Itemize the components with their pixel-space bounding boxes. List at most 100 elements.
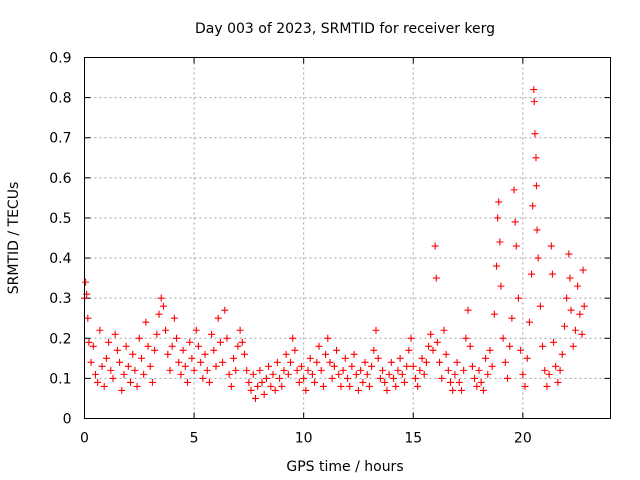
data-point-marker: [269, 370, 277, 378]
data-point-marker: [409, 362, 417, 370]
data-point-marker: [179, 346, 187, 354]
data-point-marker: [444, 366, 452, 374]
data-point-marker: [528, 270, 536, 278]
data-point-marker: [486, 346, 494, 354]
data-point-marker: [425, 342, 433, 350]
data-point-marker: [159, 302, 167, 310]
grid-lines: [84, 57, 611, 419]
data-point-marker: [287, 358, 295, 366]
data-point-marker: [129, 350, 137, 358]
data-point-marker: [462, 334, 470, 342]
data-point-marker: [396, 354, 404, 362]
data-point-marker: [517, 346, 525, 354]
data-point-marker: [531, 130, 539, 138]
data-point-marker: [328, 374, 336, 382]
y-tick-label: 0.5: [49, 211, 71, 227]
data-point-marker: [291, 346, 299, 354]
data-point-marker: [344, 374, 351, 382]
data-point-marker: [482, 354, 490, 362]
data-point-marker: [214, 314, 222, 322]
y-tick-label: 0.7: [49, 131, 71, 147]
data-point-marker: [554, 378, 562, 386]
data-point-marker: [181, 362, 189, 370]
data-point-marker: [514, 294, 522, 302]
data-point-marker: [464, 306, 472, 314]
data-point-marker: [140, 370, 148, 378]
data-point-marker: [394, 366, 402, 374]
data-point-marker: [363, 370, 371, 378]
data-point-marker: [192, 326, 200, 334]
data-point-marker: [203, 366, 211, 374]
data-point-marker: [238, 338, 246, 346]
data-point-marker: [221, 306, 229, 314]
data-point-marker: [455, 378, 463, 386]
data-point-marker: [398, 370, 406, 378]
data-point-marker: [372, 326, 380, 334]
y-tick-label: 0.2: [49, 331, 71, 347]
data-point-marker: [359, 378, 367, 386]
data-point-marker: [102, 354, 110, 362]
data-point-marker: [170, 314, 178, 322]
data-point-marker: [460, 366, 468, 374]
data-point-marker: [420, 370, 428, 378]
data-point-marker: [361, 358, 369, 366]
data-point-marker: [539, 342, 547, 350]
data-point-marker: [392, 382, 400, 390]
y-tick-label: 0.8: [49, 91, 71, 107]
data-point-marker: [532, 182, 540, 190]
x-axis-label: GPS time / hours: [286, 459, 403, 475]
data-point-marker: [155, 310, 163, 318]
data-point-marker: [116, 358, 124, 366]
data-point-marker: [534, 254, 542, 262]
data-point-marker: [137, 354, 145, 362]
data-point-marker: [545, 370, 553, 378]
data-point-marker: [131, 366, 139, 374]
data-point-marker: [225, 370, 233, 378]
data-point-marker: [254, 382, 262, 390]
data-point-marker: [308, 370, 316, 378]
data-point-marker: [324, 334, 332, 342]
data-point-marker: [532, 154, 540, 162]
data-point-marker: [449, 386, 457, 394]
data-point-marker: [87, 358, 95, 366]
data-point-marker: [571, 326, 579, 334]
data-point-marker: [432, 274, 440, 282]
data-point-marker: [427, 330, 435, 338]
x-tick-label: 20: [514, 431, 532, 447]
data-point-marker: [96, 326, 104, 334]
data-point-marker: [438, 374, 446, 382]
data-point-marker: [466, 342, 474, 350]
data-point-marker: [558, 350, 566, 358]
data-point-marker: [556, 366, 564, 374]
data-point-marker: [436, 358, 444, 366]
data-point-marker: [142, 318, 150, 326]
y-tick-label: 0.3: [49, 291, 71, 307]
data-point-marker: [433, 338, 441, 346]
data-point-marker: [580, 302, 588, 310]
data-point-marker: [216, 338, 224, 346]
data-point-marker: [339, 366, 347, 374]
data-point-marker: [234, 342, 242, 350]
data-point-marker: [297, 362, 305, 370]
data-point-marker: [414, 382, 422, 390]
x-tick-label: 5: [190, 431, 199, 447]
y-tick-label: 0.1: [49, 371, 71, 387]
data-point-marker: [387, 358, 395, 366]
data-point-marker: [385, 370, 393, 378]
y-tick-label: 0: [63, 412, 72, 428]
data-point-marker: [495, 198, 503, 206]
data-point-marker: [247, 386, 255, 394]
data-point-marker: [98, 362, 106, 370]
data-point-marker: [302, 386, 310, 394]
data-point-marker: [346, 382, 354, 390]
data-point-marker: [105, 338, 113, 346]
data-point-marker: [447, 378, 455, 386]
axis-ticks: [84, 57, 611, 419]
data-point-marker: [265, 362, 273, 370]
data-point-marker: [230, 354, 238, 362]
data-point-marker: [197, 358, 205, 366]
data-point-marker: [267, 382, 275, 390]
data-point-marker: [543, 382, 551, 390]
y-tick-label: 0.4: [49, 251, 71, 267]
